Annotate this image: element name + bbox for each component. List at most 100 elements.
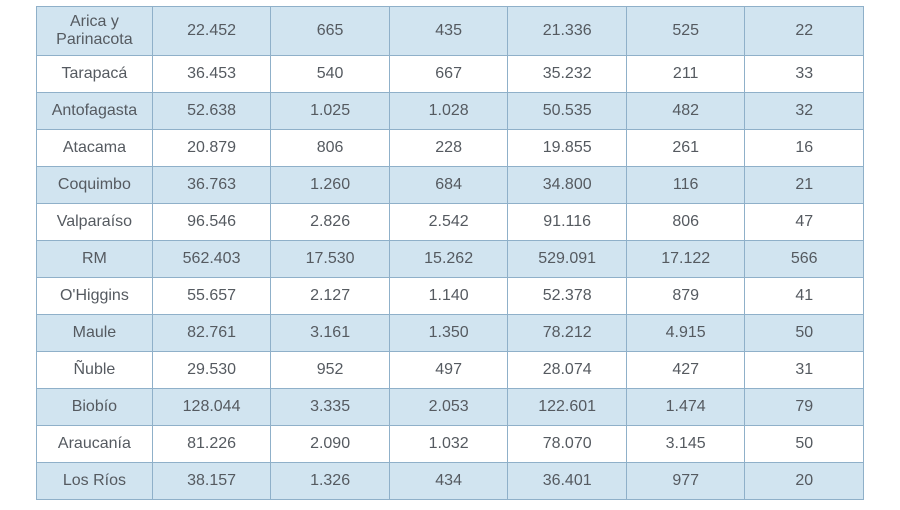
- region-name-cell: Maule: [37, 315, 153, 352]
- value-cell: 34.800: [508, 167, 627, 204]
- value-cell: 3.145: [626, 426, 745, 463]
- value-cell: 2.826: [271, 204, 390, 241]
- region-name-cell: Biobío: [37, 389, 153, 426]
- value-cell: 50.535: [508, 93, 627, 130]
- value-cell: 128.044: [152, 389, 271, 426]
- value-cell: 2.090: [271, 426, 390, 463]
- value-cell: 261: [626, 130, 745, 167]
- value-cell: 952: [271, 352, 390, 389]
- table-row: Arica y Parinacota22.45266543521.3365252…: [37, 7, 864, 56]
- value-cell: 20: [745, 463, 864, 500]
- regions-table: Arica y Parinacota22.45266543521.3365252…: [36, 6, 864, 500]
- value-cell: 540: [271, 56, 390, 93]
- value-cell: 529.091: [508, 241, 627, 278]
- value-cell: 1.028: [389, 93, 508, 130]
- table-row: Biobío128.0443.3352.053122.6011.47479: [37, 389, 864, 426]
- value-cell: 16: [745, 130, 864, 167]
- value-cell: 17.122: [626, 241, 745, 278]
- value-cell: 3.335: [271, 389, 390, 426]
- value-cell: 4.915: [626, 315, 745, 352]
- value-cell: 28.074: [508, 352, 627, 389]
- value-cell: 427: [626, 352, 745, 389]
- value-cell: 228: [389, 130, 508, 167]
- value-cell: 22: [745, 7, 864, 56]
- value-cell: 434: [389, 463, 508, 500]
- region-name-cell: Araucanía: [37, 426, 153, 463]
- value-cell: 562.403: [152, 241, 271, 278]
- value-cell: 50: [745, 315, 864, 352]
- table-container: Arica y Parinacota22.45266543521.3365252…: [0, 0, 900, 510]
- table-row: RM562.40317.53015.262529.09117.122566: [37, 241, 864, 278]
- value-cell: 667: [389, 56, 508, 93]
- table-row: Atacama20.87980622819.85526116: [37, 130, 864, 167]
- value-cell: 78.212: [508, 315, 627, 352]
- value-cell: 52.638: [152, 93, 271, 130]
- value-cell: 21.336: [508, 7, 627, 56]
- value-cell: 82.761: [152, 315, 271, 352]
- table-row: Ñuble29.53095249728.07442731: [37, 352, 864, 389]
- table-row: Coquimbo36.7631.26068434.80011621: [37, 167, 864, 204]
- value-cell: 525: [626, 7, 745, 56]
- value-cell: 435: [389, 7, 508, 56]
- value-cell: 36.401: [508, 463, 627, 500]
- value-cell: 78.070: [508, 426, 627, 463]
- value-cell: 1.032: [389, 426, 508, 463]
- value-cell: 3.161: [271, 315, 390, 352]
- value-cell: 47: [745, 204, 864, 241]
- region-name-cell: Antofagasta: [37, 93, 153, 130]
- value-cell: 1.350: [389, 315, 508, 352]
- region-name-cell: Los Ríos: [37, 463, 153, 500]
- value-cell: 22.452: [152, 7, 271, 56]
- region-name-cell: Atacama: [37, 130, 153, 167]
- value-cell: 35.232: [508, 56, 627, 93]
- region-name-cell: Ñuble: [37, 352, 153, 389]
- table-row: Maule82.7613.1611.35078.2124.91550: [37, 315, 864, 352]
- region-name-cell: O'Higgins: [37, 278, 153, 315]
- value-cell: 566: [745, 241, 864, 278]
- value-cell: 55.657: [152, 278, 271, 315]
- value-cell: 41: [745, 278, 864, 315]
- value-cell: 36.453: [152, 56, 271, 93]
- region-name-cell: RM: [37, 241, 153, 278]
- value-cell: 20.879: [152, 130, 271, 167]
- value-cell: 33: [745, 56, 864, 93]
- value-cell: 1.260: [271, 167, 390, 204]
- value-cell: 1.025: [271, 93, 390, 130]
- table-row: Tarapacá36.45354066735.23221133: [37, 56, 864, 93]
- value-cell: 806: [271, 130, 390, 167]
- value-cell: 91.116: [508, 204, 627, 241]
- value-cell: 806: [626, 204, 745, 241]
- value-cell: 81.226: [152, 426, 271, 463]
- region-name-cell: Arica y Parinacota: [37, 7, 153, 56]
- value-cell: 116: [626, 167, 745, 204]
- region-name-cell: Valparaíso: [37, 204, 153, 241]
- value-cell: 2.127: [271, 278, 390, 315]
- value-cell: 482: [626, 93, 745, 130]
- value-cell: 1.140: [389, 278, 508, 315]
- value-cell: 52.378: [508, 278, 627, 315]
- region-name-cell: Coquimbo: [37, 167, 153, 204]
- value-cell: 15.262: [389, 241, 508, 278]
- value-cell: 17.530: [271, 241, 390, 278]
- value-cell: 21: [745, 167, 864, 204]
- table-row: Los Ríos38.1571.32643436.40197720: [37, 463, 864, 500]
- region-name-cell: Tarapacá: [37, 56, 153, 93]
- value-cell: 38.157: [152, 463, 271, 500]
- value-cell: 32: [745, 93, 864, 130]
- value-cell: 31: [745, 352, 864, 389]
- value-cell: 2.053: [389, 389, 508, 426]
- value-cell: 211: [626, 56, 745, 93]
- value-cell: 665: [271, 7, 390, 56]
- value-cell: 2.542: [389, 204, 508, 241]
- value-cell: 684: [389, 167, 508, 204]
- value-cell: 1.326: [271, 463, 390, 500]
- value-cell: 96.546: [152, 204, 271, 241]
- table-row: Araucanía81.2262.0901.03278.0703.14550: [37, 426, 864, 463]
- value-cell: 1.474: [626, 389, 745, 426]
- value-cell: 977: [626, 463, 745, 500]
- table-row: O'Higgins55.6572.1271.14052.37887941: [37, 278, 864, 315]
- value-cell: 29.530: [152, 352, 271, 389]
- table-row: Valparaíso96.5462.8262.54291.11680647: [37, 204, 864, 241]
- value-cell: 50: [745, 426, 864, 463]
- value-cell: 879: [626, 278, 745, 315]
